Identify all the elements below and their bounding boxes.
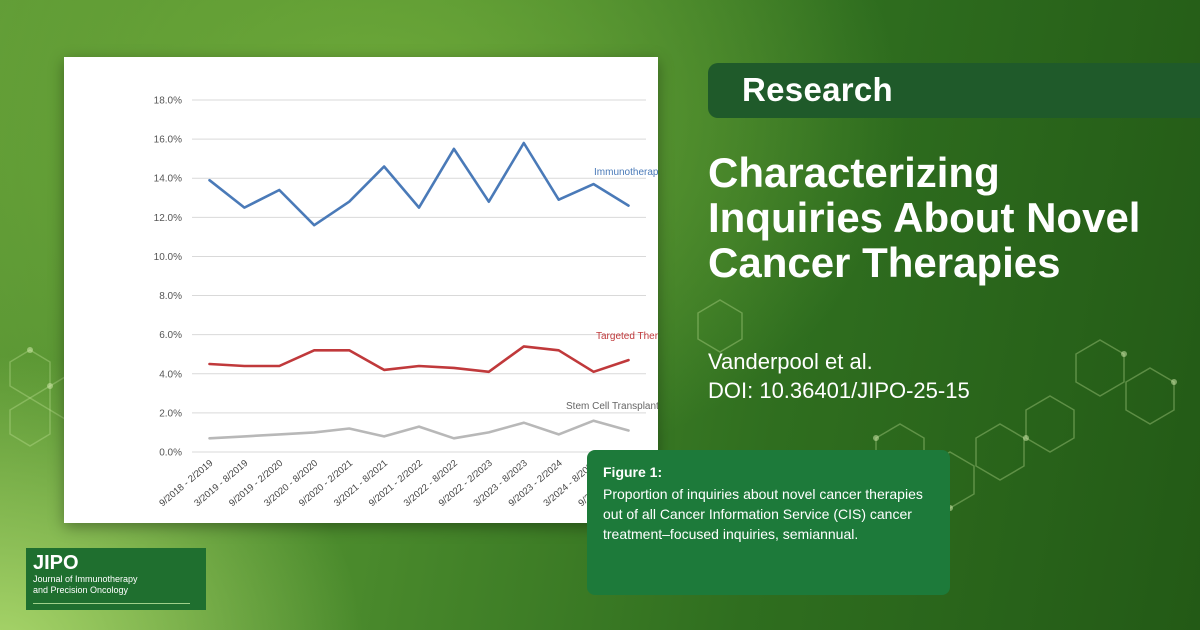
y-tick-label: 8.0% xyxy=(159,291,182,302)
y-tick-label: 16.0% xyxy=(154,135,182,146)
category-banner: Research xyxy=(708,63,1200,118)
logo-title: JIPO xyxy=(33,552,79,574)
series-line-immunotherapy xyxy=(208,141,630,227)
figure-caption-text: Proportion of inquiries about novel canc… xyxy=(603,486,923,542)
logo-subtitle-line-2: and Precision Oncology xyxy=(33,585,129,595)
article-title: Characterizing Inquiries About Novel Can… xyxy=(708,149,1141,286)
line-chart: 0.0% 2.0% 4.0% 6.0% 8.0% 10.0% 12.0% 14.0% 16.0%… xyxy=(154,96,658,510)
journal-logo: JIPO Journal of Immunotherapy and Precis… xyxy=(26,548,206,610)
doi-line: DOI: 10.36401/JIPO-25-15 xyxy=(708,378,970,403)
category-label: Research xyxy=(742,71,893,108)
series-label: Stem Cell Transplant xyxy=(566,401,658,412)
y-tick-label: 4.0% xyxy=(159,369,182,380)
y-tick-label: 12.0% xyxy=(154,213,182,224)
figure-caption-title: Figure 1: xyxy=(603,464,663,480)
logo-subtitle-line-1: Journal of Immunotherapy xyxy=(33,574,138,584)
figure-caption-card: Figure 1: Proportion of inquiries about … xyxy=(587,450,950,595)
logo-rule xyxy=(33,603,190,604)
chart-card: 0.0% 2.0% 4.0% 6.0% 8.0% 10.0% 12.0% 14.0% 16.0%… xyxy=(64,57,658,523)
y-tick-label: 2.0% xyxy=(159,408,182,419)
y-tick-label: 10.0% xyxy=(154,252,182,263)
series-line-stem-cell-transplant xyxy=(208,419,630,440)
series-line-targeted-therapy xyxy=(208,345,630,374)
y-tick-label: 18.0% xyxy=(154,96,182,107)
author-line: Vanderpool et al. xyxy=(708,349,873,374)
series-label: Immunotherapy xyxy=(594,167,658,178)
y-tick-label: 14.0% xyxy=(154,174,182,185)
y-tick-label: 0.0% xyxy=(159,448,182,459)
series-label: Targeted Therapy xyxy=(596,331,658,342)
y-tick-label: 6.0% xyxy=(159,330,182,341)
